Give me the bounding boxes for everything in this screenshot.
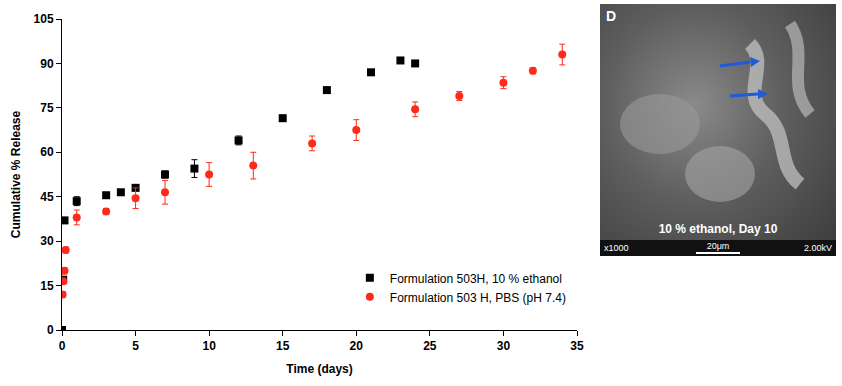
svg-text:75: 75 xyxy=(40,101,54,115)
svg-text:20: 20 xyxy=(350,339,364,353)
html-text:2.00kV: 2.00kV xyxy=(804,243,832,253)
svg-text:30: 30 xyxy=(497,339,511,353)
svg-text:30: 30 xyxy=(40,234,54,248)
svg-text:35: 35 xyxy=(570,339,584,353)
svg-text:15: 15 xyxy=(276,339,290,353)
svg-text:25: 25 xyxy=(423,339,437,353)
html-text:D: D xyxy=(606,8,617,24)
svg-text:10: 10 xyxy=(202,339,216,353)
svg-text:60: 60 xyxy=(40,145,54,159)
svg-text:0: 0 xyxy=(47,323,54,337)
svg-text:Formulation 503 H, PBS (pH 7.4: Formulation 503 H, PBS (pH 7.4) xyxy=(390,291,566,305)
svg-text:90: 90 xyxy=(40,57,54,71)
svg-text:15: 15 xyxy=(40,279,54,293)
svg-text:105: 105 xyxy=(34,12,54,26)
svg-text:5: 5 xyxy=(132,339,139,353)
html-text:10 % ethanol, Day 10: 10 % ethanol, Day 10 xyxy=(658,222,778,236)
html-text:x1000: x1000 xyxy=(604,243,629,253)
svg-text:Cumulative % Release: Cumulative % Release xyxy=(9,110,23,238)
svg-text:Time (days): Time (days) xyxy=(286,362,352,376)
html-text:20μm: 20μm xyxy=(706,241,730,251)
svg-text:0: 0 xyxy=(59,339,66,353)
svg-text:45: 45 xyxy=(40,190,54,204)
svg-text:Formulation 503H, 10 % ethanol: Formulation 503H, 10 % ethanol xyxy=(390,272,562,286)
